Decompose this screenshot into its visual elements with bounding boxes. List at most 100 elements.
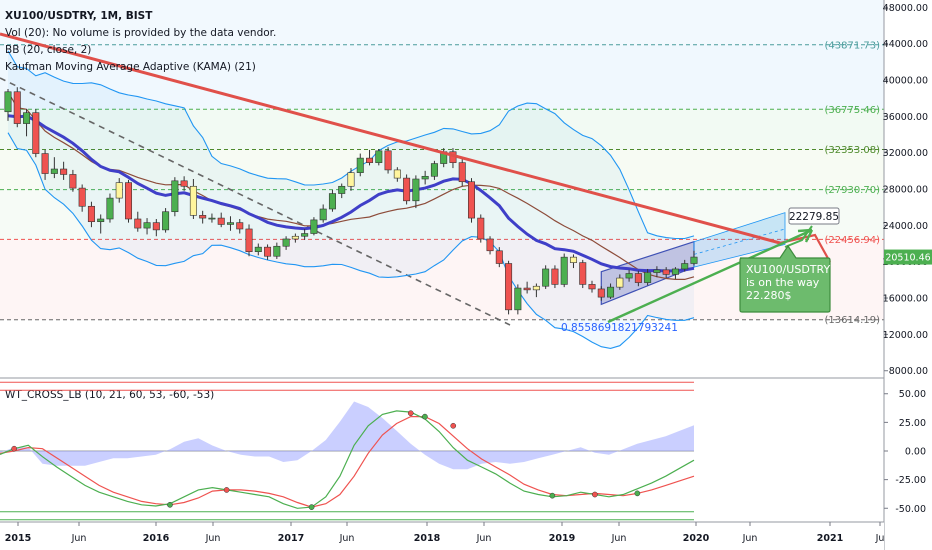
price-tick-label: 24000.00 — [883, 221, 928, 232]
wt-cross-dot — [11, 445, 18, 452]
candle — [421, 170, 429, 185]
candle — [226, 216, 234, 231]
callout[interactable]: XU100/USDTRY is on the way 22.280$ — [739, 244, 831, 313]
kama-legend[interactable]: Kaufman Moving Average Adaptive (KAMA) (… — [5, 61, 256, 73]
wt-cross-dot — [634, 490, 641, 497]
candle — [152, 218, 160, 237]
wt-cross-dot — [450, 422, 457, 429]
candle — [254, 243, 262, 256]
candle — [551, 265, 559, 289]
price-tick-label: 40000.00 — [883, 75, 928, 86]
candle — [403, 174, 411, 205]
indicator-tick-label: 25.00 — [899, 418, 926, 429]
candle — [412, 175, 420, 209]
candle — [542, 265, 550, 289]
price-tick-label: 48000.00 — [883, 3, 928, 14]
price-tick-label: 36000.00 — [883, 112, 928, 123]
time-axis[interactable]: 2015 Jun 2016 Jun 2017 Jun 2018 Jun 2019 Jun 2020 J… — [0, 521, 884, 550]
current-price-badge: 20510.46 — [884, 249, 932, 265]
time-tick-label: 2015 — [5, 533, 31, 544]
fib-label: (36775.46) — [824, 105, 880, 116]
projection-midline — [693, 228, 786, 255]
candle — [366, 149, 374, 166]
fib-band — [0, 0, 884, 45]
candle — [430, 160, 438, 180]
green-target-zigzag[interactable] — [784, 225, 813, 248]
candle — [616, 274, 624, 290]
price-axis[interactable]: 48000.00 44000.00 40000.00 36000.00 32000.00… — [883, 0, 932, 550]
kama-line — [7, 114, 695, 273]
bb-fill-area — [8, 50, 694, 349]
fib-band — [0, 239, 884, 320]
time-tick-label: Jun — [205, 533, 221, 544]
indicator-tick-label: -25.00 — [895, 475, 926, 486]
legend: XU100/USDTRY, 1M, BIST Vol (20): No volu… — [5, 10, 276, 73]
candle — [310, 217, 318, 236]
candle — [458, 159, 466, 187]
time-tick-label: 2021 — [817, 533, 843, 544]
candle — [69, 169, 77, 192]
time-tick-label: 2018 — [414, 533, 441, 544]
fib-label: (22456.94) — [824, 235, 880, 246]
time-tick-label: Jun — [71, 533, 87, 544]
candle — [634, 270, 642, 287]
fib-label: (13614.19) — [824, 315, 880, 326]
indicator-legend[interactable]: WT_CROSS_LB (10, 21, 60, 53, -60, -53) — [5, 389, 214, 401]
red-trend-line[interactable] — [0, 32, 781, 245]
candle — [514, 284, 522, 315]
candle — [662, 267, 670, 279]
candle — [4, 89, 12, 121]
green-arrow-line[interactable] — [607, 228, 813, 324]
candle — [653, 266, 661, 278]
indicator-tick-label: 0.00 — [905, 447, 926, 458]
symbol-title[interactable]: XU100/USDTRY, 1M, BIST — [5, 10, 153, 22]
bollinger-band-fill — [8, 50, 694, 349]
candle — [134, 211, 142, 232]
candle — [162, 208, 170, 233]
candle — [97, 214, 105, 234]
price-tick-label: 44000.00 — [883, 39, 928, 50]
wt-cross-dot — [549, 492, 556, 499]
candle — [393, 167, 401, 182]
candle — [50, 157, 58, 179]
price-tick-label: 8000.00 — [889, 366, 928, 377]
fib-levels: (43871.73) (36775.46) (32353.08) (27930.70)… — [0, 40, 884, 326]
volume-legend[interactable]: Vol (20): No volume is provided by the d… — [5, 27, 276, 39]
price-tick-label: 16000.00 — [883, 294, 928, 305]
target-label[interactable]: 22279.85 — [788, 207, 840, 225]
wt-cross-dot — [422, 413, 428, 420]
ratio-label: 0.8558691821793241 — [561, 322, 678, 334]
candle — [319, 204, 327, 223]
candle — [180, 176, 188, 191]
candle — [32, 109, 40, 158]
fib-label: (43871.73) — [824, 40, 880, 51]
fib-bands — [0, 0, 884, 320]
candle — [486, 236, 494, 255]
indicator-pane[interactable]: WT_CROSS_LB (10, 21, 60, 53, -60, -53) — [0, 381, 695, 521]
candle — [505, 260, 513, 315]
callout-line-1: XU100/USDTRY — [746, 263, 830, 276]
candle — [208, 213, 216, 223]
candle — [106, 193, 114, 223]
candle — [125, 179, 133, 223]
price-pane[interactable]: (43871.73) (36775.46) (32353.08) (27930.70)… — [0, 0, 884, 349]
candle — [245, 224, 253, 257]
candle — [143, 218, 151, 235]
callout-line-3: 22.280$ — [746, 289, 792, 302]
candle — [301, 228, 309, 240]
bb-legend[interactable]: BB (20, close, 2) — [5, 44, 91, 56]
wt-cross-dots — [11, 410, 641, 510]
candle — [690, 250, 698, 266]
time-tick-label: 2016 — [143, 533, 170, 544]
candle — [560, 253, 568, 288]
fib-label: (32353.08) — [824, 145, 880, 156]
candle — [579, 259, 587, 289]
candle — [681, 259, 689, 272]
candle — [477, 214, 485, 243]
wt-cross-dot — [167, 501, 173, 508]
candle — [625, 269, 633, 282]
candle — [328, 189, 336, 212]
current-price-text: 20510.46 — [885, 253, 930, 264]
indicator-tick-label: -50.00 — [895, 504, 926, 515]
